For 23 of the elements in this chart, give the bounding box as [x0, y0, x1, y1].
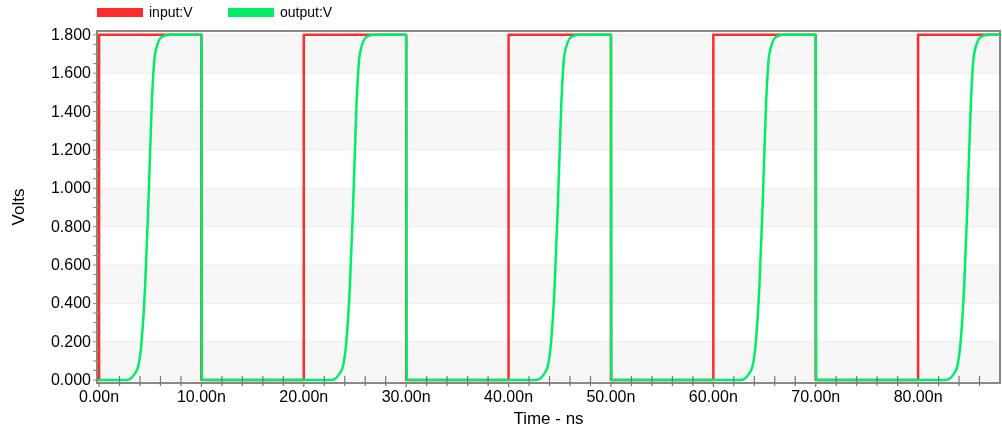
- x-axis-title: Time - ns: [513, 409, 584, 428]
- x-tick-label: 0.00n: [79, 388, 120, 405]
- x-tick-label: 40.00n: [484, 388, 534, 405]
- y-tick-label: 0.000: [50, 371, 92, 389]
- y-tick-label: 1.600: [50, 64, 92, 82]
- y-tick-label: 1.000: [50, 179, 92, 197]
- x-tick-label: 80.00n: [893, 388, 943, 405]
- x-tick-label: 70.00n: [791, 388, 841, 405]
- y-tick-label: 1.800: [50, 25, 92, 43]
- y-tick-label: 0.200: [50, 332, 92, 350]
- x-tick-label: 20.00n: [279, 388, 329, 405]
- y-axis-title: Volts: [9, 188, 28, 226]
- x-tick-label: 10.00n: [176, 388, 226, 405]
- y-tick-label: 1.200: [50, 140, 92, 158]
- x-tick-label: 30.00n: [381, 388, 431, 405]
- legend-label: output:V: [280, 4, 333, 20]
- y-tick-label: 1.400: [50, 102, 92, 120]
- y-tick-label: 0.800: [50, 217, 92, 235]
- x-tick-label: 60.00n: [688, 388, 738, 405]
- x-tick-label: 50.00n: [586, 388, 636, 405]
- y-tick-label: 0.400: [50, 294, 92, 312]
- y-tick-label: 0.600: [50, 256, 92, 274]
- legend-label: input:V: [149, 4, 194, 20]
